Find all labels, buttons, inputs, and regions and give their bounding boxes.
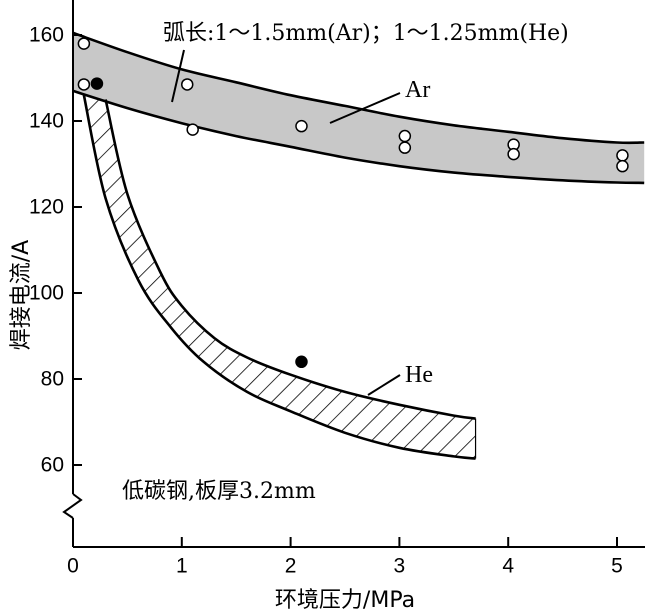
y-tick-label-60: 60 xyxy=(41,454,64,477)
x-tick-label-5: 5 xyxy=(611,554,623,577)
point-ar-open-6 xyxy=(398,141,412,154)
y-tick-label-120: 120 xyxy=(29,196,64,219)
x-axis-title: 环境压力/MPa xyxy=(275,588,415,613)
point-ar-open-1 xyxy=(77,78,91,91)
point-ar-open-10 xyxy=(616,159,629,173)
y-tick-label-160: 160 xyxy=(29,24,64,47)
series-layer xyxy=(73,31,645,460)
band-ar-upper-line xyxy=(73,31,645,145)
x-tick-label-0: 0 xyxy=(67,554,79,577)
point-he-filled-0 xyxy=(295,355,308,369)
x-tick-label-3: 3 xyxy=(394,554,406,577)
y-tick-label-100: 100 xyxy=(29,282,64,305)
x-tick-label-2: 2 xyxy=(285,554,297,577)
point-ar-open-5 xyxy=(398,129,412,143)
y-axis-break xyxy=(62,493,83,519)
point-ar-filled-0 xyxy=(90,77,104,90)
x-tick-label-4: 4 xyxy=(502,554,514,577)
y-tick-label-80: 80 xyxy=(41,368,64,391)
y-ticks: 60 80 100 120 140 160 xyxy=(29,24,82,477)
annotation-top-leader xyxy=(171,49,185,103)
band-he-lower-line xyxy=(82,94,476,460)
point-ar-open-8 xyxy=(507,147,520,161)
annotation-bottom: 低碳钢,板厚3.2mm xyxy=(122,479,316,504)
y-axis-title: 焊接电流/A xyxy=(9,240,34,350)
series-label-he: He xyxy=(405,362,433,388)
point-ar-open-3 xyxy=(186,123,199,136)
band-ar-lower-line xyxy=(73,89,645,185)
point-ar-open-0 xyxy=(77,37,91,50)
point-ar-open-2 xyxy=(180,78,194,91)
series-label-he-leader xyxy=(367,374,401,396)
annotation-bottom-bg xyxy=(118,470,378,506)
point-ar-open-4 xyxy=(295,119,308,133)
band-ar xyxy=(73,32,645,183)
series-label-ar: Ar xyxy=(405,77,430,103)
x-tick-label-1: 1 xyxy=(176,554,188,577)
point-ar-open-9 xyxy=(616,149,629,162)
annotation-top: 弧长:1～1.5mm(Ar)；1～1.25mm(He) xyxy=(163,21,569,46)
x-ticks: 0 1 2 3 4 5 xyxy=(67,537,623,577)
series-label-ar-leader xyxy=(329,92,401,124)
y-tick-label-140: 140 xyxy=(29,110,64,133)
band-he-upper-line xyxy=(104,99,476,420)
